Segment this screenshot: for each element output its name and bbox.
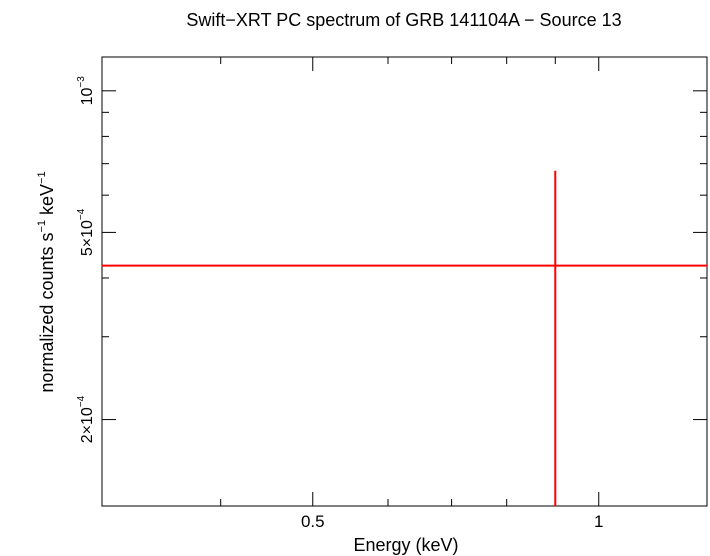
y-tick-label: 5×10−4	[76, 208, 96, 256]
y-tick-labels: 2×10−4 5×10−4 10−3	[76, 76, 96, 444]
y-axis-label-exp2: −1	[36, 171, 48, 184]
y-axis-label-middle: keV	[37, 184, 57, 220]
x-tick-label: 0.5	[301, 512, 325, 531]
x-tick-labels: 0.5 1	[301, 512, 604, 531]
y-axis-label-exp1: −1	[36, 220, 48, 233]
plot-border	[101, 56, 708, 507]
x-axis-label: Energy (keV)	[353, 535, 458, 555]
y-tick-label: 10−3	[76, 76, 96, 106]
chart-title: Swift−XRT PC spectrum of GRB 141104A − S…	[186, 10, 621, 30]
plot-frame	[101, 56, 708, 507]
x-axis-ticks	[101, 57, 600, 506]
y-tick-label: 2×10−4	[76, 395, 96, 443]
y-axis-label: normalized counts s−1 keV−1	[36, 171, 57, 392]
x-tick-label: 1	[594, 512, 603, 531]
data-series	[102, 170, 707, 506]
y-axis-label-prefix: normalized counts s	[37, 233, 57, 393]
y-axis-ticks	[102, 90, 707, 421]
